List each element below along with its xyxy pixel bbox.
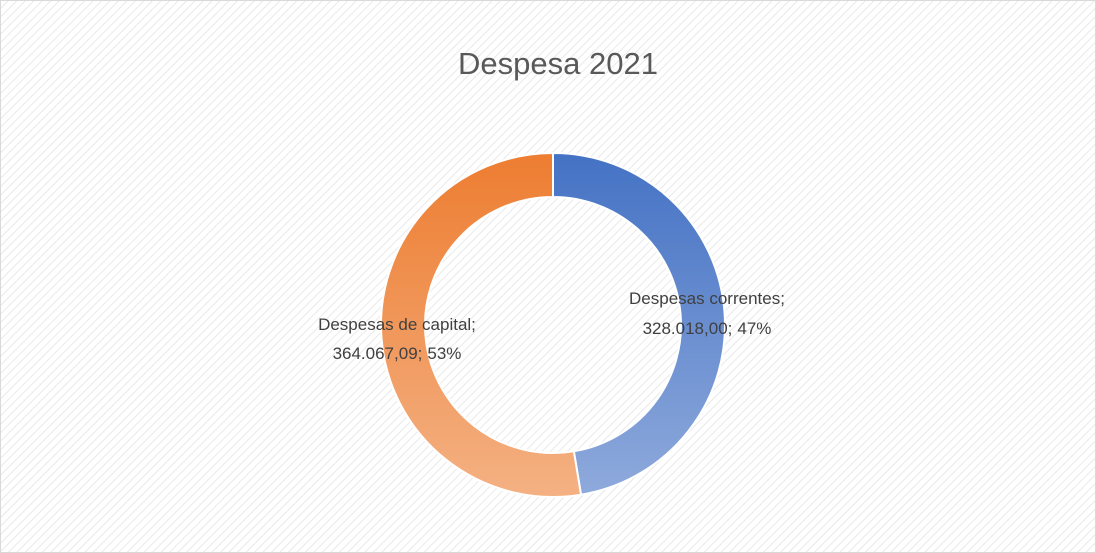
donut-slice: [380, 151, 583, 498]
donut: [380, 151, 726, 498]
label-separator: ;: [780, 289, 785, 308]
label-separator: ;: [471, 315, 476, 334]
data-labels: Despesas correntes;328.018,00; 47%Despesa…: [318, 289, 785, 363]
label-percent: 47%: [737, 319, 771, 338]
label-percent: 53%: [427, 344, 461, 363]
data-label: 328.018,00; 47%: [643, 319, 772, 338]
label-separator: ;: [418, 344, 423, 363]
label-value: 328.018,00: [643, 319, 728, 338]
label-value: 364.067,09: [333, 344, 418, 363]
data-label: Despesas de capital;: [318, 315, 476, 334]
label-category: Despesas de capital: [318, 315, 471, 334]
data-label: Despesas correntes;: [629, 289, 785, 308]
chart-title: Despesa 2021: [458, 46, 658, 81]
data-label: 364.067,09; 53%: [333, 344, 462, 363]
donut-slice: [552, 151, 726, 496]
label-separator: ;: [728, 319, 733, 338]
label-category: Despesas correntes: [629, 289, 780, 308]
